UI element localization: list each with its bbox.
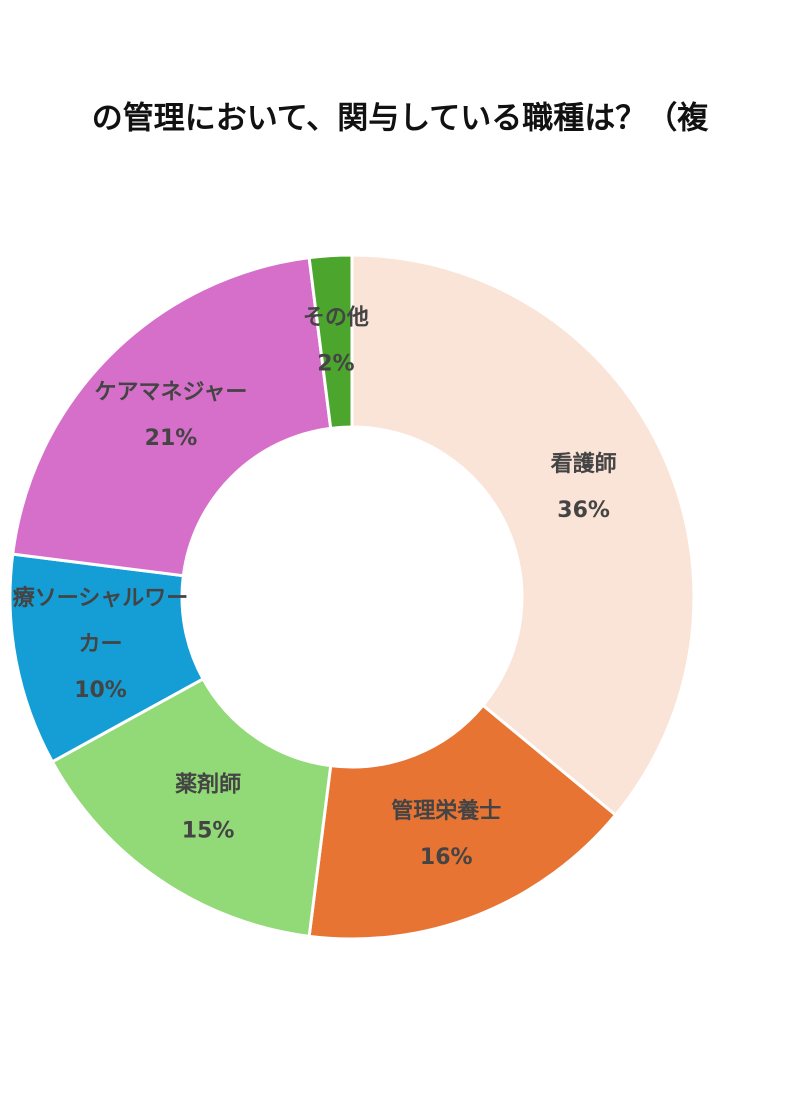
slice-label: 看護師 (551, 451, 617, 477)
value-label: 21% (145, 426, 198, 451)
value-label: 10% (74, 678, 127, 703)
donut-slice (11, 256, 333, 578)
value-label: 15% (182, 819, 235, 844)
slice-label: 療ソーシャルワーカー (13, 585, 189, 657)
value-label: 36% (557, 498, 610, 523)
value-label: 2% (317, 352, 354, 377)
donut-slice (50, 676, 333, 938)
donut-slice (307, 703, 618, 941)
value-label: 16% (420, 845, 473, 870)
slice-label: 管理栄養士 (391, 798, 501, 824)
donut-slice (307, 253, 354, 431)
slice-label: ケアマネジャー (95, 380, 248, 405)
slice-label: 薬剤師 (175, 772, 241, 798)
donut-slice (350, 253, 696, 818)
chart-title: の管理において、関与している職種は？（複 (92, 101, 710, 137)
slice-label: その他 (303, 306, 369, 331)
